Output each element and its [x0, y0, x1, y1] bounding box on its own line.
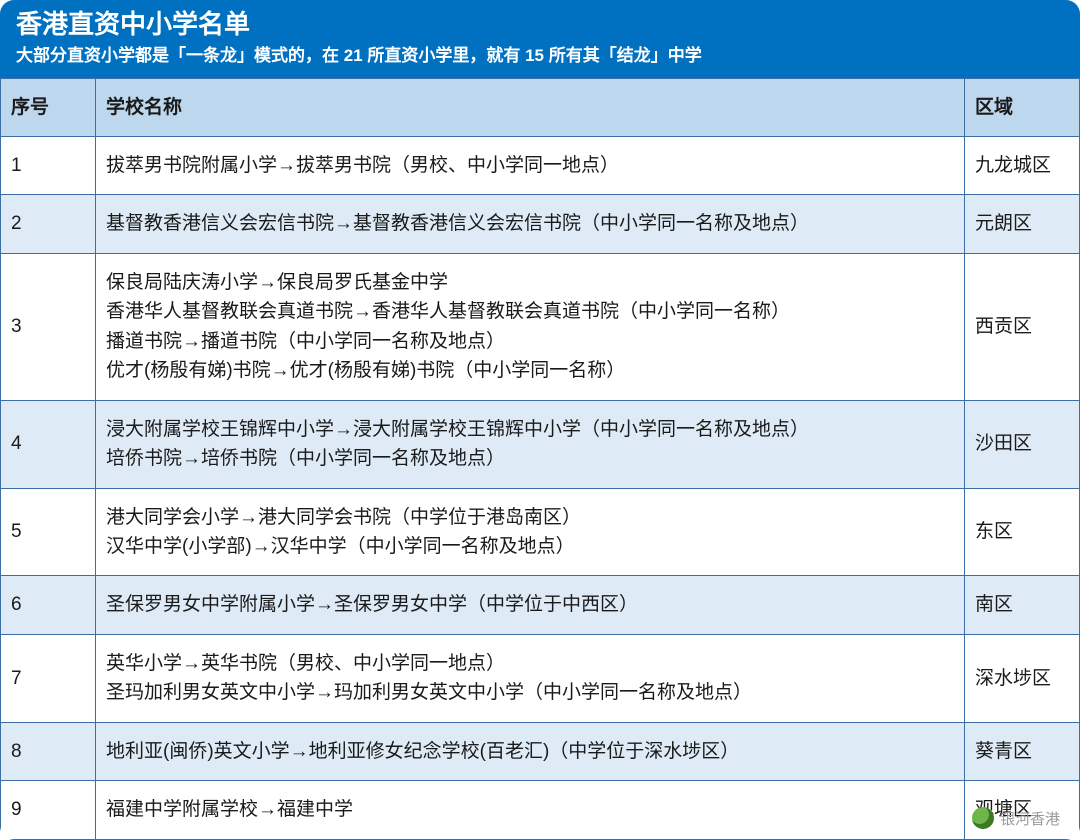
- cell-school-name: 英华小学→英华书院（男校、中小学同一地点） 圣玛加利男女英文中小学→玛加利男女英…: [96, 634, 965, 722]
- cell-area: 沙田区: [965, 400, 1080, 488]
- col-area: 区域: [965, 78, 1080, 136]
- col-index: 序号: [1, 78, 96, 136]
- cell-index: 6: [1, 576, 96, 634]
- cell-index: 2: [1, 195, 96, 253]
- table-row: 5港大同学会小学→港大同学会书院（中学位于港岛南区） 汉华中学(小学部)→汉华中…: [1, 488, 1080, 576]
- cell-school-name: 地利亚(闽侨)英文小学→地利亚修女纪念学校(百老汇)（中学位于深水埗区）: [96, 722, 965, 780]
- cell-school-name: 基督教香港信义会宏信书院→基督教香港信义会宏信书院（中小学同一名称及地点）: [96, 195, 965, 253]
- cell-index: 3: [1, 253, 96, 400]
- cell-index: 8: [1, 722, 96, 780]
- cell-area: 深水埗区: [965, 634, 1080, 722]
- cell-index: 9: [1, 781, 96, 839]
- cell-school-name: 保良局陆庆涛小学→保良局罗氏基金中学 香港华人基督教联会真道书院→香港华人基督教…: [96, 253, 965, 400]
- cell-area: 葵青区: [965, 722, 1080, 780]
- cell-index: 1: [1, 137, 96, 195]
- cell-area: 西贡区: [965, 253, 1080, 400]
- table-row: 4浸大附属学校王锦辉中小学→浸大附属学校王锦辉中小学（中小学同一名称及地点） 培…: [1, 400, 1080, 488]
- header: 香港直资中小学名单 大部分直资小学都是「一条龙」模式的，在 21 所直资小学里，…: [0, 0, 1080, 78]
- schools-table: 序号 学校名称 区域 1拔萃男书院附属小学→拔萃男书院（男校、中小学同一地点）九…: [0, 78, 1080, 840]
- page-title: 香港直资中小学名单: [16, 8, 1064, 42]
- page-subtitle: 大部分直资小学都是「一条龙」模式的，在 21 所直资小学里，就有 15 所有其「…: [16, 44, 1064, 68]
- cell-area: 南区: [965, 576, 1080, 634]
- table-row: 6圣保罗男女中学附属小学→圣保罗男女中学（中学位于中西区）南区: [1, 576, 1080, 634]
- table-row: 3保良局陆庆涛小学→保良局罗氏基金中学 香港华人基督教联会真道书院→香港华人基督…: [1, 253, 1080, 400]
- table-row: 1拔萃男书院附属小学→拔萃男书院（男校、中小学同一地点）九龙城区: [1, 137, 1080, 195]
- table-row: 8地利亚(闽侨)英文小学→地利亚修女纪念学校(百老汇)（中学位于深水埗区）葵青区: [1, 722, 1080, 780]
- cell-index: 4: [1, 400, 96, 488]
- cell-area: 观塘区: [965, 781, 1080, 839]
- cell-area: 九龙城区: [965, 137, 1080, 195]
- table-header-row: 序号 学校名称 区域: [1, 78, 1080, 136]
- table-row: 9福建中学附属学校→福建中学观塘区: [1, 781, 1080, 839]
- cell-school-name: 浸大附属学校王锦辉中小学→浸大附属学校王锦辉中小学（中小学同一名称及地点） 培侨…: [96, 400, 965, 488]
- cell-area: 东区: [965, 488, 1080, 576]
- table-row: 2基督教香港信义会宏信书院→基督教香港信义会宏信书院（中小学同一名称及地点）元朗…: [1, 195, 1080, 253]
- cell-school-name: 拔萃男书院附属小学→拔萃男书院（男校、中小学同一地点）: [96, 137, 965, 195]
- table-card: 香港直资中小学名单 大部分直资小学都是「一条龙」模式的，在 21 所直资小学里，…: [0, 0, 1080, 840]
- cell-area: 元朗区: [965, 195, 1080, 253]
- cell-index: 5: [1, 488, 96, 576]
- col-name: 学校名称: [96, 78, 965, 136]
- table-row: 7英华小学→英华书院（男校、中小学同一地点） 圣玛加利男女英文中小学→玛加利男女…: [1, 634, 1080, 722]
- cell-school-name: 圣保罗男女中学附属小学→圣保罗男女中学（中学位于中西区）: [96, 576, 965, 634]
- cell-school-name: 港大同学会小学→港大同学会书院（中学位于港岛南区） 汉华中学(小学部)→汉华中学…: [96, 488, 965, 576]
- cell-school-name: 福建中学附属学校→福建中学: [96, 781, 965, 839]
- cell-index: 7: [1, 634, 96, 722]
